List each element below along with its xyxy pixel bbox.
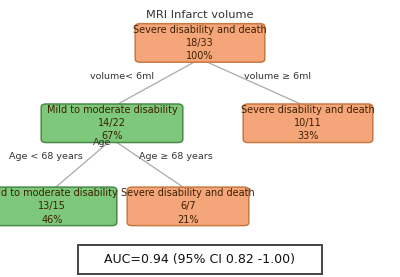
Text: volume< 6ml: volume< 6ml — [90, 72, 154, 81]
Text: volume ≥ 6ml: volume ≥ 6ml — [244, 72, 312, 81]
FancyBboxPatch shape — [127, 187, 249, 225]
Text: Age ≥ 68 years: Age ≥ 68 years — [139, 152, 213, 161]
Text: Severe disability and death
6/7
21%: Severe disability and death 6/7 21% — [121, 188, 255, 225]
FancyBboxPatch shape — [135, 24, 265, 62]
Text: Severe disability and death
18/33
100%: Severe disability and death 18/33 100% — [133, 25, 267, 61]
FancyBboxPatch shape — [78, 245, 322, 274]
Text: Mild to moderate disability
13/15
46%: Mild to moderate disability 13/15 46% — [0, 188, 117, 225]
FancyBboxPatch shape — [41, 104, 183, 142]
Text: Age < 68 years: Age < 68 years — [9, 152, 83, 161]
FancyBboxPatch shape — [0, 187, 117, 225]
FancyBboxPatch shape — [243, 104, 373, 142]
Text: AUC=0.94 (95% CI 0.82 -1.00): AUC=0.94 (95% CI 0.82 -1.00) — [104, 253, 296, 266]
Text: Mild to moderate disability
14/22
67%: Mild to moderate disability 14/22 67% — [47, 105, 177, 142]
Text: Age: Age — [93, 138, 111, 147]
Text: Severe disability and death
10/11
33%: Severe disability and death 10/11 33% — [241, 105, 375, 142]
Text: MRI Infarct volume: MRI Infarct volume — [146, 10, 254, 20]
